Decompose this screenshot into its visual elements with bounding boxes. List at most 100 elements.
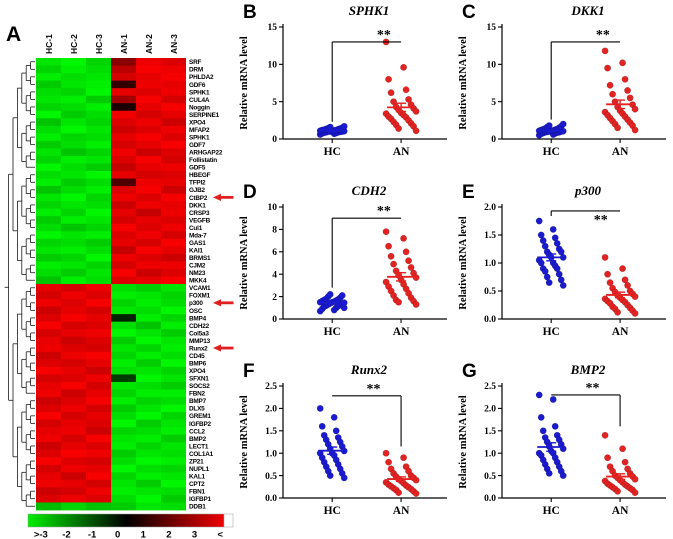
data-point-an <box>405 256 413 264</box>
heatmap-cell <box>61 231 86 240</box>
y-tick-label: 2.0 <box>265 405 277 415</box>
heatmap-cell <box>161 171 186 179</box>
heatmap-cell <box>61 464 86 473</box>
scatter-panel-d: CDH2 Relative mRNA level 0 2 4 6 8 10 HC AN ** <box>239 183 447 338</box>
heatmap-cell <box>61 366 86 375</box>
scatter-panel-e: p300 Relative mRNA level 0.0 0.5 1.0 1.5 2.0 HC… <box>458 183 666 338</box>
data-point-hc <box>549 225 557 233</box>
data-point-an <box>400 234 408 242</box>
significance-stars: ** <box>594 212 608 227</box>
heatmap-cell <box>136 110 161 119</box>
heatmap-cell <box>61 449 86 458</box>
colorbar-label: 3 <box>192 530 197 539</box>
gene-label: FBN1 <box>189 489 206 496</box>
heatmap-cell <box>36 359 61 368</box>
chart-title: DKK1 <box>570 3 604 18</box>
heatmap-cell <box>86 261 111 270</box>
heatmap-cell <box>136 163 161 172</box>
heatmap-cell <box>161 65 186 74</box>
data-point-an <box>606 81 614 89</box>
heatmap-cell <box>86 344 111 353</box>
heatmap-cell <box>111 231 136 240</box>
heatmap-cell <box>111 80 136 89</box>
gene-label: Follistatin <box>189 157 217 164</box>
heatmap-cell <box>161 246 186 255</box>
heatmap-cell <box>111 389 136 398</box>
heatmap-cell <box>61 208 86 217</box>
heatmap-cell <box>111 487 136 496</box>
gene-label: p300 <box>189 300 203 307</box>
heatmap-cell <box>136 133 161 142</box>
y-axis-label: Relative mRNA level <box>458 36 469 129</box>
heatmap-cell <box>161 487 186 496</box>
scatter-panel-f: Runx2 Relative mRNA level 0.0 0.5 1.0 1.5 2.0 2… <box>239 362 447 517</box>
heatmap-cell <box>136 253 161 262</box>
heatmap-cell <box>136 171 161 179</box>
heatmap-cell <box>36 276 61 285</box>
heatmap-cell <box>136 246 161 255</box>
gene-label: XPO4 <box>189 368 206 375</box>
heatmap-cell <box>111 366 136 375</box>
heatmap-cell <box>36 125 61 134</box>
heatmap-cell <box>86 404 111 413</box>
heatmap-cell <box>111 336 136 345</box>
heatmap-cell <box>136 125 161 134</box>
data-point-an <box>407 263 415 271</box>
heatmap-cell <box>136 103 161 112</box>
scatter-panel-b: SPHK1 Relative mRNA level 0 5 10 15 HC AN ** <box>239 3 447 158</box>
heatmap-cell <box>136 397 161 405</box>
data-point-hc <box>326 472 334 480</box>
heatmap-cell <box>86 434 111 443</box>
data-point-an <box>387 252 395 260</box>
heatmap-cell <box>111 178 136 187</box>
heatmap-cell <box>111 321 136 330</box>
data-point-hc <box>338 291 346 299</box>
x-category-label: HC <box>324 146 341 158</box>
y-tick-label: 2.0 <box>484 203 496 213</box>
heatmap-cell <box>136 155 161 164</box>
data-point-an <box>405 95 413 103</box>
gene-label: CCL2 <box>189 428 206 435</box>
heatmap-cell <box>136 494 161 503</box>
gene-label: IGFBP2 <box>189 421 212 428</box>
heatmap-cell <box>36 336 61 345</box>
heatmap-cell <box>111 125 136 134</box>
heatmap-cell <box>61 351 86 360</box>
heatmap-cell <box>136 178 161 187</box>
heatmap-cell <box>36 314 61 323</box>
heatmap-cell <box>161 479 186 488</box>
heatmap-cell <box>86 171 111 179</box>
gene-label: CRSP3 <box>189 210 210 217</box>
gene-arrow-icon <box>213 299 221 307</box>
heatmap-cell <box>86 412 111 420</box>
y-tick-label: 1.5 <box>484 231 496 241</box>
gene-label: TFPI2 <box>189 180 206 187</box>
heatmap-cell <box>36 216 61 225</box>
heatmap-cell <box>61 397 86 405</box>
gene-label: SRF <box>189 59 201 66</box>
heatmap-cell <box>86 389 111 398</box>
gene-label: LECT1 <box>189 443 209 450</box>
gene-label: GJB2 <box>189 187 206 194</box>
heatmap-cell <box>111 397 136 405</box>
heatmap-cell <box>36 95 61 104</box>
heatmap-cell <box>36 208 61 217</box>
data-point-hc <box>332 427 340 435</box>
y-tick-label: 2.0 <box>484 405 496 415</box>
significance-stars: ** <box>367 382 381 397</box>
heatmap-cell <box>111 359 136 368</box>
data-point-an <box>412 476 420 484</box>
data-point-an <box>412 107 420 115</box>
data-point-hc <box>326 290 334 298</box>
heatmap-cell <box>61 359 86 368</box>
heatmap-cell <box>61 457 86 466</box>
data-point-an <box>604 454 612 462</box>
heatmap-cell <box>86 253 111 262</box>
gene-label: MKK4 <box>189 278 207 285</box>
heatmap-cell <box>161 268 186 277</box>
heatmap-cell <box>36 140 61 149</box>
gene-label: DRM <box>189 67 203 74</box>
heatmap-cell <box>111 351 136 360</box>
data-point-an <box>621 75 629 83</box>
